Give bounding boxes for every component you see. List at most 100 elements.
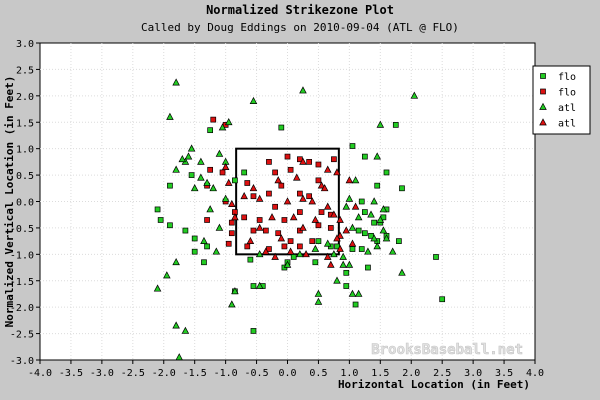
data-point bbox=[433, 254, 439, 260]
x-tick-label: 4.0 bbox=[526, 368, 544, 379]
data-point bbox=[379, 205, 388, 213]
data-point bbox=[191, 248, 198, 255]
legend-marker bbox=[539, 118, 547, 126]
data-point bbox=[197, 157, 205, 165]
data-point bbox=[327, 225, 334, 231]
data-point bbox=[336, 231, 344, 239]
y-tick-label: -1.5 bbox=[10, 277, 34, 288]
data-point bbox=[333, 168, 341, 176]
x-tick-label: 1.5 bbox=[371, 368, 389, 379]
data-point bbox=[354, 213, 363, 221]
data-point bbox=[286, 247, 295, 255]
data-point bbox=[297, 243, 303, 250]
data-point bbox=[358, 246, 365, 252]
data-point bbox=[373, 242, 382, 250]
x-tick-label: 2.0 bbox=[402, 368, 420, 379]
data-point bbox=[361, 209, 368, 215]
data-point bbox=[218, 123, 227, 131]
data-point bbox=[314, 297, 323, 305]
legend-item: atl bbox=[539, 118, 576, 130]
data-point bbox=[278, 182, 285, 189]
series-atl-triangle-3 bbox=[221, 157, 360, 268]
data-point bbox=[292, 173, 301, 181]
data-point bbox=[410, 91, 419, 99]
series-flo-square-0 bbox=[154, 122, 446, 334]
data-point bbox=[358, 198, 365, 205]
data-point bbox=[255, 194, 264, 202]
data-point bbox=[317, 181, 326, 189]
data-point bbox=[228, 219, 235, 226]
x-tick-label: 0.5 bbox=[309, 368, 327, 379]
data-point bbox=[262, 247, 270, 255]
data-point bbox=[315, 161, 322, 168]
data-point bbox=[188, 172, 195, 178]
data-point bbox=[272, 203, 278, 210]
data-point bbox=[255, 281, 264, 289]
data-point bbox=[343, 283, 350, 289]
data-point bbox=[281, 217, 288, 223]
data-point bbox=[383, 169, 390, 176]
data-point bbox=[167, 222, 173, 229]
data-point bbox=[191, 235, 198, 242]
data-point bbox=[157, 217, 164, 223]
data-point bbox=[153, 284, 162, 292]
data-point bbox=[299, 194, 307, 202]
data-point bbox=[361, 153, 368, 160]
data-point bbox=[228, 199, 236, 207]
data-point bbox=[283, 197, 292, 205]
data-point bbox=[370, 234, 378, 242]
data-point bbox=[272, 169, 278, 176]
y-tick-label: -3.0 bbox=[10, 356, 34, 367]
data-point bbox=[250, 328, 257, 334]
data-point bbox=[376, 215, 385, 223]
y-tick-label: 2.5 bbox=[16, 65, 34, 76]
data-point bbox=[345, 260, 354, 268]
legend-marker bbox=[540, 73, 546, 79]
legend-label: atl bbox=[558, 119, 576, 130]
data-point bbox=[204, 243, 210, 250]
data-point bbox=[323, 239, 332, 247]
data-point bbox=[323, 202, 332, 210]
series-atl-triangle-2 bbox=[153, 78, 419, 361]
data-point bbox=[224, 178, 233, 186]
data-point bbox=[271, 252, 279, 260]
data-point bbox=[178, 154, 187, 163]
data-point bbox=[388, 247, 397, 255]
data-point bbox=[250, 283, 257, 289]
data-point bbox=[190, 184, 199, 192]
data-point bbox=[330, 250, 338, 258]
data-point bbox=[296, 250, 304, 258]
data-point bbox=[266, 190, 272, 197]
data-point bbox=[268, 213, 276, 221]
data-point bbox=[228, 230, 235, 237]
y-tick-label: 1.0 bbox=[16, 145, 34, 156]
y-tick-label: -2.5 bbox=[10, 330, 34, 341]
data-point bbox=[336, 244, 344, 252]
data-point bbox=[320, 184, 329, 192]
y-tick-label: 0.5 bbox=[16, 171, 34, 182]
data-point bbox=[212, 247, 221, 255]
y-tick-label: 0.0 bbox=[16, 198, 34, 209]
data-point bbox=[215, 149, 224, 157]
legend-label: atl bbox=[558, 103, 576, 114]
data-point bbox=[283, 260, 292, 268]
chart-title: Normalized Strikezone Plot bbox=[206, 3, 394, 17]
x-tick-label: -0.5 bbox=[245, 368, 269, 379]
data-point bbox=[215, 223, 224, 231]
legend: flo flo atl atl bbox=[532, 65, 591, 135]
data-point bbox=[364, 247, 372, 255]
data-point bbox=[339, 260, 347, 268]
data-point bbox=[207, 127, 214, 134]
data-point bbox=[396, 238, 402, 244]
watermark: BrooksBaseball.net bbox=[371, 342, 523, 358]
data-point bbox=[250, 227, 257, 234]
data-point bbox=[315, 222, 322, 229]
x-tick-label: -3.0 bbox=[90, 368, 114, 379]
x-tick-label: -4.0 bbox=[28, 368, 52, 379]
data-point bbox=[209, 184, 218, 192]
data-point bbox=[240, 191, 248, 200]
data-point bbox=[379, 226, 388, 234]
data-point bbox=[351, 202, 360, 210]
legend-marker bbox=[540, 88, 546, 95]
